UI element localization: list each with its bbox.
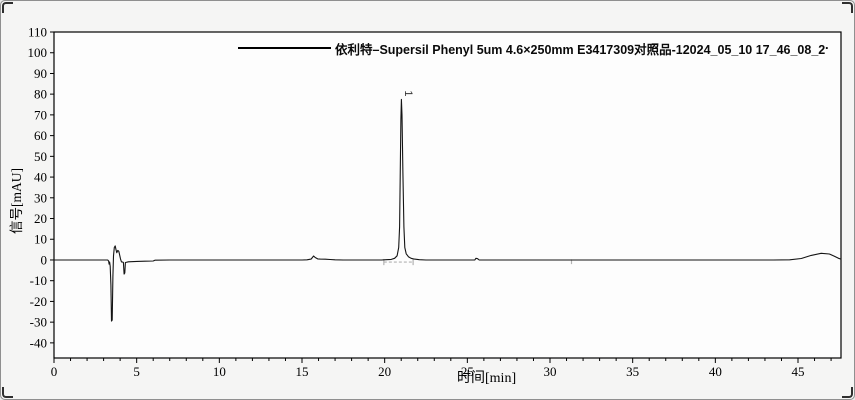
x-axis-tick-label: 35	[626, 364, 639, 379]
y-axis-tick-label: -20	[30, 294, 47, 309]
x-axis-tick-label: 0	[51, 364, 58, 379]
x-axis-tick-label: 30	[544, 364, 557, 379]
y-axis-tick-label: 80	[34, 87, 47, 102]
y-axis-tick-label: -10	[30, 273, 47, 288]
x-axis-title: 时间[min]	[457, 371, 517, 386]
y-axis-tick-label: 20	[34, 211, 47, 226]
plot-frame	[53, 31, 842, 359]
y-axis-tick-label: 70	[34, 107, 47, 122]
x-axis-tick-label: 40	[709, 364, 722, 379]
x-axis-tick-label: 20	[378, 364, 391, 379]
legend-line-sample	[238, 47, 331, 49]
legend: 依利特–Supersil Phenyl 5um 4.6×250mm E34173…	[238, 41, 826, 57]
corner-mark-top-right-icon	[842, 2, 853, 13]
x-axis-tick-label: 15	[296, 364, 309, 379]
corner-mark-bottom-right-icon	[842, 387, 853, 398]
y-axis-title: 信号[mAU]	[9, 168, 24, 234]
y-axis-tick-label: 50	[34, 149, 47, 164]
y-axis-tick-label: 30	[34, 190, 47, 205]
corner-mark-bottom-left-icon	[2, 387, 13, 398]
y-axis-tick-label: 0	[41, 252, 48, 267]
y-axis-tick-label: -40	[30, 335, 47, 350]
x-axis-tick-label: 5	[133, 364, 140, 379]
y-axis-tick-label: -30	[30, 315, 47, 330]
x-axis-tick-label: 25	[461, 364, 474, 379]
y-axis-tick-label: 40	[34, 170, 47, 185]
y-axis-tick-label: 110	[28, 25, 47, 40]
y-axis-tick-label: 90	[34, 66, 47, 81]
y-axis-tick-label: 10	[34, 232, 47, 247]
chromatogram-trace	[53, 98, 842, 322]
y-axis-tick-label: 100	[28, 45, 48, 60]
y-axis-tick-label: 60	[34, 128, 47, 143]
peak-number-label: 1	[402, 90, 414, 96]
x-axis-tick-label: 45	[792, 364, 805, 379]
corner-mark-top-left-icon	[2, 2, 13, 13]
legend-trailing-mark: .	[825, 37, 829, 52]
x-axis-tick-label: 10	[213, 364, 226, 379]
legend-label: 依利特–Supersil Phenyl 5um 4.6×250mm E34173…	[335, 42, 826, 57]
